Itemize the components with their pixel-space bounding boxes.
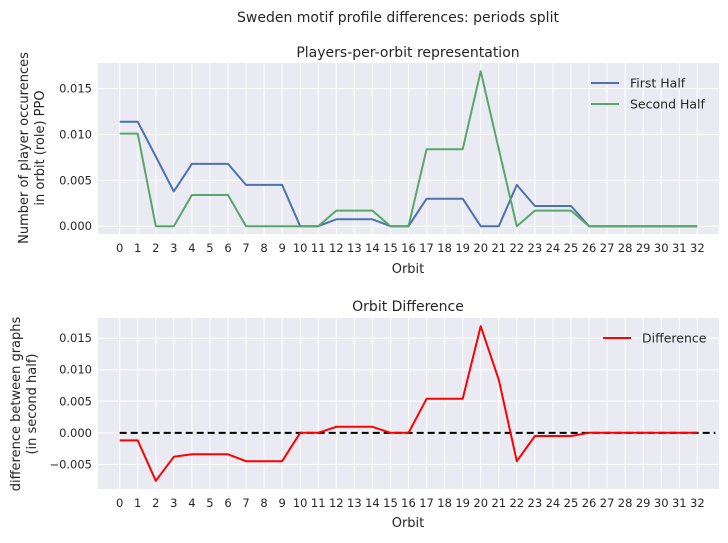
x-tick-label: 17 <box>419 241 434 255</box>
y-axis-label-line1: Number of player occurences <box>17 52 32 244</box>
x-axis-label: Orbit <box>392 516 425 531</box>
x-tick-label: 25 <box>564 241 579 255</box>
tick-labels: 0 1 2 3 4 5 6 7 8 9 10 11 12 13 14 15 16 17 18 19 20 21 22 23 24… <box>49 331 704 510</box>
y-tick-label: −0.005 <box>49 457 92 471</box>
x-tick-label: 1 <box>134 496 141 510</box>
x-tick-label: 30 <box>654 496 669 510</box>
x-tick-label: 20 <box>473 241 488 255</box>
legend: Difference <box>603 331 707 346</box>
x-tick-label: 28 <box>618 241 633 255</box>
legend: First Half Second Half <box>591 76 706 112</box>
x-tick-label: 25 <box>564 496 579 510</box>
x-tick-label: 24 <box>546 241 561 255</box>
x-tick-label: 19 <box>455 496 470 510</box>
x-tick-label: 31 <box>672 496 687 510</box>
x-tick-label: 14 <box>365 241 380 255</box>
y-tick-label: 0.010 <box>59 363 92 377</box>
y-tick-label: 0.015 <box>59 82 92 96</box>
x-tick-label: 11 <box>311 496 326 510</box>
x-tick-label: 12 <box>329 496 344 510</box>
legend-label-second-half: Second Half <box>630 97 706 112</box>
x-tick-label: 0 <box>116 496 123 510</box>
x-tick-label: 32 <box>690 241 705 255</box>
x-tick-label: 23 <box>528 496 543 510</box>
x-tick-label: 28 <box>618 496 633 510</box>
y-tick-label: 0.005 <box>59 173 92 187</box>
x-tick-label: 5 <box>206 241 213 255</box>
x-tick-label: 16 <box>401 496 416 510</box>
x-tick-label: 21 <box>491 241 506 255</box>
x-tick-label: 24 <box>546 496 561 510</box>
tick-labels: 0 1 2 3 4 5 6 7 8 9 10 11 12 13 14 15 16 17 18 19 20 21 22 23 24… <box>59 82 705 255</box>
chart-title: Orbit Difference <box>352 299 464 315</box>
x-tick-label: 21 <box>491 496 506 510</box>
x-tick-label: 1 <box>134 241 141 255</box>
x-tick-label: 29 <box>636 496 651 510</box>
x-tick-label: 13 <box>347 241 362 255</box>
legend-label-difference: Difference <box>642 331 707 346</box>
x-tick-label: 4 <box>188 241 195 255</box>
x-tick-label: 27 <box>600 241 615 255</box>
y-tick-label: 0.010 <box>59 128 92 142</box>
x-tick-label: 29 <box>636 241 651 255</box>
y-tick-label: 0.015 <box>59 331 92 345</box>
y-axis-label-line1: difference between graphs <box>9 316 24 491</box>
x-tick-label: 0 <box>116 241 123 255</box>
x-tick-label: 14 <box>365 496 380 510</box>
x-tick-label: 7 <box>242 241 249 255</box>
x-tick-label: 10 <box>293 241 308 255</box>
chart-orbit-difference: Orbit Difference Orbit difference betwee… <box>9 299 719 531</box>
x-tick-label: 3 <box>170 496 177 510</box>
x-tick-label: 22 <box>509 241 524 255</box>
series-lines <box>119 70 698 228</box>
y-axis-label-line2: in orbit (role) PPO <box>33 90 48 205</box>
x-tick-label: 8 <box>260 496 267 510</box>
x-tick-label: 20 <box>473 496 488 510</box>
x-tick-label: 16 <box>401 241 416 255</box>
x-tick-label: 31 <box>672 241 687 255</box>
x-tick-label: 2 <box>152 241 159 255</box>
x-tick-label: 26 <box>582 241 597 255</box>
x-tick-label: 5 <box>206 496 213 510</box>
y-axis-label-line2: (in second half) <box>25 353 40 454</box>
x-tick-label: 9 <box>278 496 285 510</box>
x-tick-label: 10 <box>293 496 308 510</box>
x-tick-label: 8 <box>260 241 267 255</box>
x-tick-label: 6 <box>224 496 231 510</box>
x-tick-label: 4 <box>188 496 195 510</box>
x-tick-label: 27 <box>600 496 615 510</box>
x-tick-label: 18 <box>437 496 452 510</box>
x-tick-label: 13 <box>347 496 362 510</box>
x-tick-label: 6 <box>224 241 231 255</box>
x-tick-label: 30 <box>654 241 669 255</box>
series-lines <box>119 325 698 482</box>
x-tick-label: 11 <box>311 241 326 255</box>
figure-suptitle: Sweden motif profile differences: period… <box>237 10 559 26</box>
chart-players-per-orbit: Players-per-orbit representation Orbit N… <box>17 45 719 277</box>
x-tick-label: 22 <box>509 496 524 510</box>
x-tick-label: 12 <box>329 241 344 255</box>
y-tick-label: 0.000 <box>59 219 92 233</box>
x-tick-label: 19 <box>455 241 470 255</box>
series-line-second-half <box>119 70 698 228</box>
x-tick-label: 2 <box>152 496 159 510</box>
grid-lines <box>98 318 719 489</box>
series-line-difference <box>119 325 698 482</box>
x-axis-label: Orbit <box>392 262 425 277</box>
x-tick-label: 7 <box>242 496 249 510</box>
legend-label-first-half: First Half <box>630 76 686 91</box>
x-tick-label: 15 <box>383 241 398 255</box>
y-tick-label: 0.005 <box>59 394 92 408</box>
y-tick-label: 0.000 <box>59 426 92 440</box>
x-tick-label: 18 <box>437 241 452 255</box>
x-tick-label: 32 <box>690 496 705 510</box>
x-tick-label: 17 <box>419 496 434 510</box>
chart-title: Players-per-orbit representation <box>296 45 519 61</box>
x-tick-label: 3 <box>170 241 177 255</box>
x-tick-label: 9 <box>278 241 285 255</box>
x-tick-label: 26 <box>582 496 597 510</box>
x-tick-label: 23 <box>528 241 543 255</box>
x-tick-label: 15 <box>383 496 398 510</box>
